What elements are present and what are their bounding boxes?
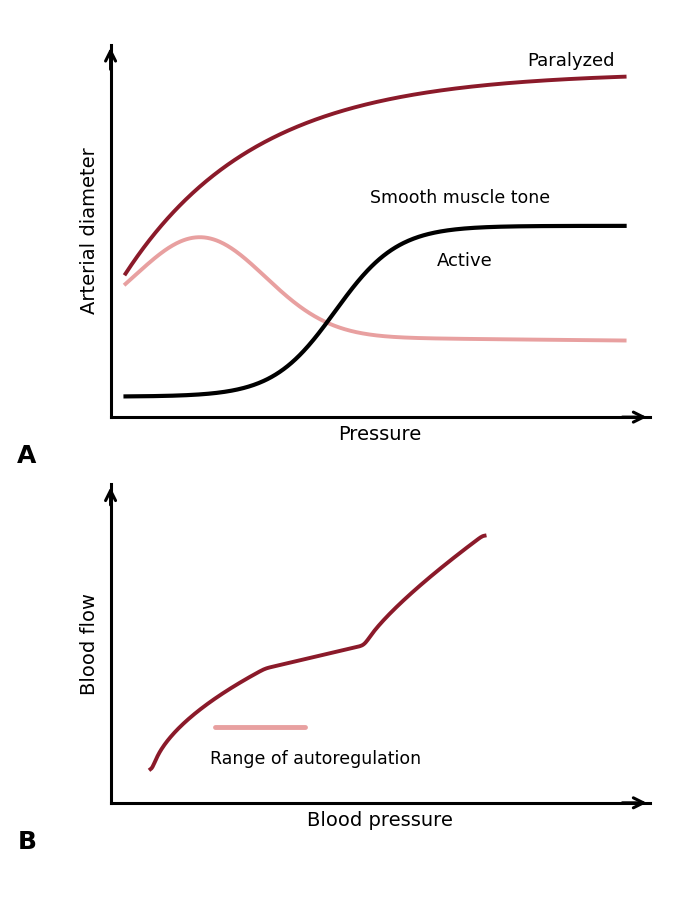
Text: Paralyzed: Paralyzed [527,52,614,70]
Y-axis label: Blood flow: Blood flow [80,593,100,694]
Text: A: A [17,444,37,468]
Text: Smooth muscle tone: Smooth muscle tone [370,189,550,207]
Text: B: B [17,830,36,854]
Y-axis label: Arterial diameter: Arterial diameter [80,148,100,314]
Text: Range of autoregulation: Range of autoregulation [210,750,422,768]
Text: Active: Active [437,252,493,270]
X-axis label: Blood pressure: Blood pressure [307,811,453,830]
X-axis label: Pressure: Pressure [339,425,422,444]
